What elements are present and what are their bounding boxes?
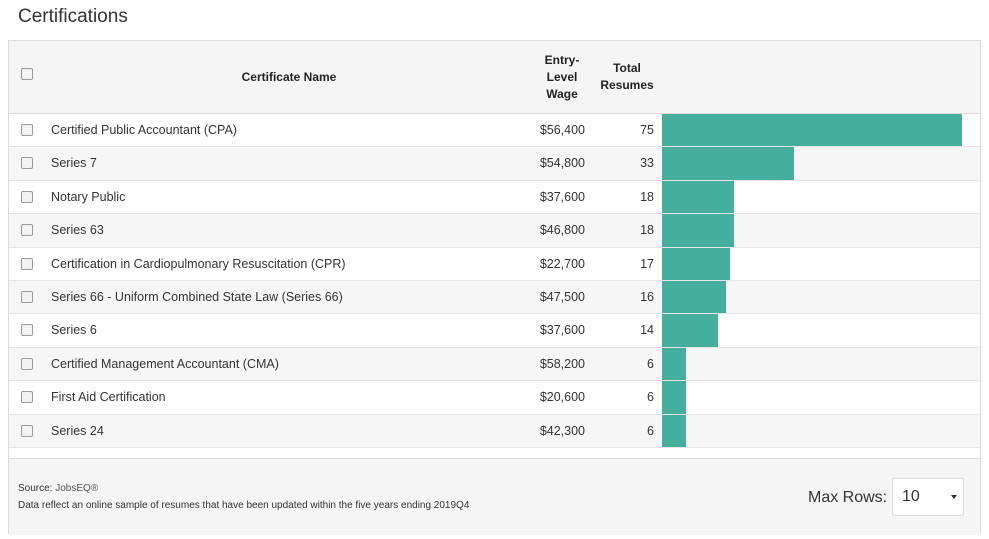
row-checkbox[interactable] [21,190,33,203]
table-row[interactable]: Certification in Cardiopulmonary Resusci… [9,247,980,281]
entry-level-wage-cell: $37,600 [539,189,585,204]
row-checkbox[interactable] [21,324,33,337]
table-row[interactable]: Notary Public $37,600 18 [9,180,980,215]
entry-level-wage-cell: $54,800 [539,156,585,171]
total-resumes-cell: 18 [640,189,654,204]
column-header-entry-level-wage[interactable]: Entry- Level Wage [539,52,585,103]
row-checkbox[interactable] [21,157,33,170]
certificate-name-cell: Certification in Cardiopulmonary Resusci… [51,256,346,271]
total-resumes-bar [662,280,726,314]
table-row[interactable]: Series 66 - Uniform Combined State Law (… [9,280,980,315]
certificate-name-cell: Certified Management Accountant (CMA) [51,356,279,371]
max-rows-label: Max Rows: [808,489,888,506]
total-resumes-cell: 16 [640,289,654,304]
certificate-name-cell: Series 66 - Uniform Combined State Law (… [51,289,343,304]
table-row[interactable]: First Aid Certification $20,600 6 [9,381,980,415]
select-all-checkbox[interactable] [21,68,33,80]
entry-level-wage-cell: $47,500 [539,289,585,304]
entry-level-wage-cell: $58,200 [539,356,585,371]
total-resumes-bar [662,180,734,214]
total-resumes-cell: 18 [640,223,654,238]
total-resumes-bar [662,347,686,381]
certificate-name-cell: Series 24 [51,423,104,438]
total-resumes-cell: 33 [640,156,654,171]
entry-level-wage-cell: $22,700 [539,256,585,271]
row-checkbox[interactable] [21,424,33,437]
certifications-table-panel: Certificate Name Entry- Level Wage Total… [8,40,981,535]
total-resumes-cell: 14 [640,323,654,338]
entry-level-wage-cell: $37,600 [539,323,585,338]
row-checkbox[interactable] [21,257,33,270]
wage-header-line: Level [546,70,578,84]
total-resumes-bar [662,247,730,280]
table-header: Certificate Name Entry- Level Wage Total… [9,41,980,114]
total-resumes-bar [662,214,734,247]
column-header-certificate-name[interactable]: Certificate Name [241,70,337,84]
table-row[interactable]: Series 63 $46,800 18 [9,214,980,248]
certificate-name-cell: Series 6 [51,323,97,338]
wage-header-line: Entry- [544,53,580,67]
entry-level-wage-cell: $56,400 [539,123,585,137]
max-rows-value: 10 [902,488,920,505]
entry-level-wage-cell: $20,600 [539,390,585,405]
source-link[interactable]: JobsEQ® [55,483,99,494]
row-checkbox[interactable] [21,124,33,136]
total-resumes-cell: 6 [647,390,654,405]
source-label: Source: [18,483,53,494]
table-body: Certified Public Accountant (CPA) $56,400… [9,114,980,448]
table-row[interactable]: Series 7 $54,800 33 [9,147,980,181]
source-line: Source: JobsEQ® [18,483,98,494]
wage-header-line: Wage [546,87,578,101]
certificate-name-cell: Series 7 [51,156,97,171]
total-header-line: Total [613,61,641,75]
total-resumes-cell: 17 [640,256,654,271]
total-resumes-bar [662,314,718,347]
certificate-name-cell: Certified Public Accountant (CPA) [51,123,237,137]
certificate-name-cell: Series 63 [51,223,104,238]
entry-level-wage-cell: $46,800 [539,223,585,238]
column-header-total-resumes[interactable]: Total Resumes [593,60,661,94]
row-checkbox[interactable] [21,224,33,237]
table-row[interactable]: Certified Management Accountant (CMA) $58… [9,347,980,382]
table-row[interactable]: Certified Public Accountant (CPA) $56,400… [9,114,980,148]
total-resumes-cell: 6 [647,423,654,438]
table-footer: Source: JobsEQ® Data reflect an online s… [9,458,980,535]
total-resumes-bar [662,147,794,180]
data-note: Data reflect an online sample of resumes… [18,500,470,511]
page-title: Certifications [18,6,128,27]
row-checkbox[interactable] [21,357,33,370]
table-row[interactable]: Series 6 $37,600 14 [9,314,980,348]
chevron-down-icon [951,495,957,499]
max-rows-select[interactable]: 10 [892,478,964,516]
entry-level-wage-cell: $42,300 [539,423,585,438]
row-checkbox[interactable] [21,290,33,303]
total-resumes-bar [662,381,686,414]
row-checkbox[interactable] [21,391,33,404]
total-resumes-bar [662,414,686,447]
certificate-name-cell: First Aid Certification [51,390,166,405]
total-header-line: Resumes [600,78,654,92]
total-resumes-bar [662,114,962,147]
total-resumes-cell: 6 [647,356,654,371]
total-resumes-cell: 75 [640,123,654,137]
certificate-name-cell: Notary Public [51,189,126,204]
table-row[interactable]: Series 24 $42,300 6 [9,414,980,448]
